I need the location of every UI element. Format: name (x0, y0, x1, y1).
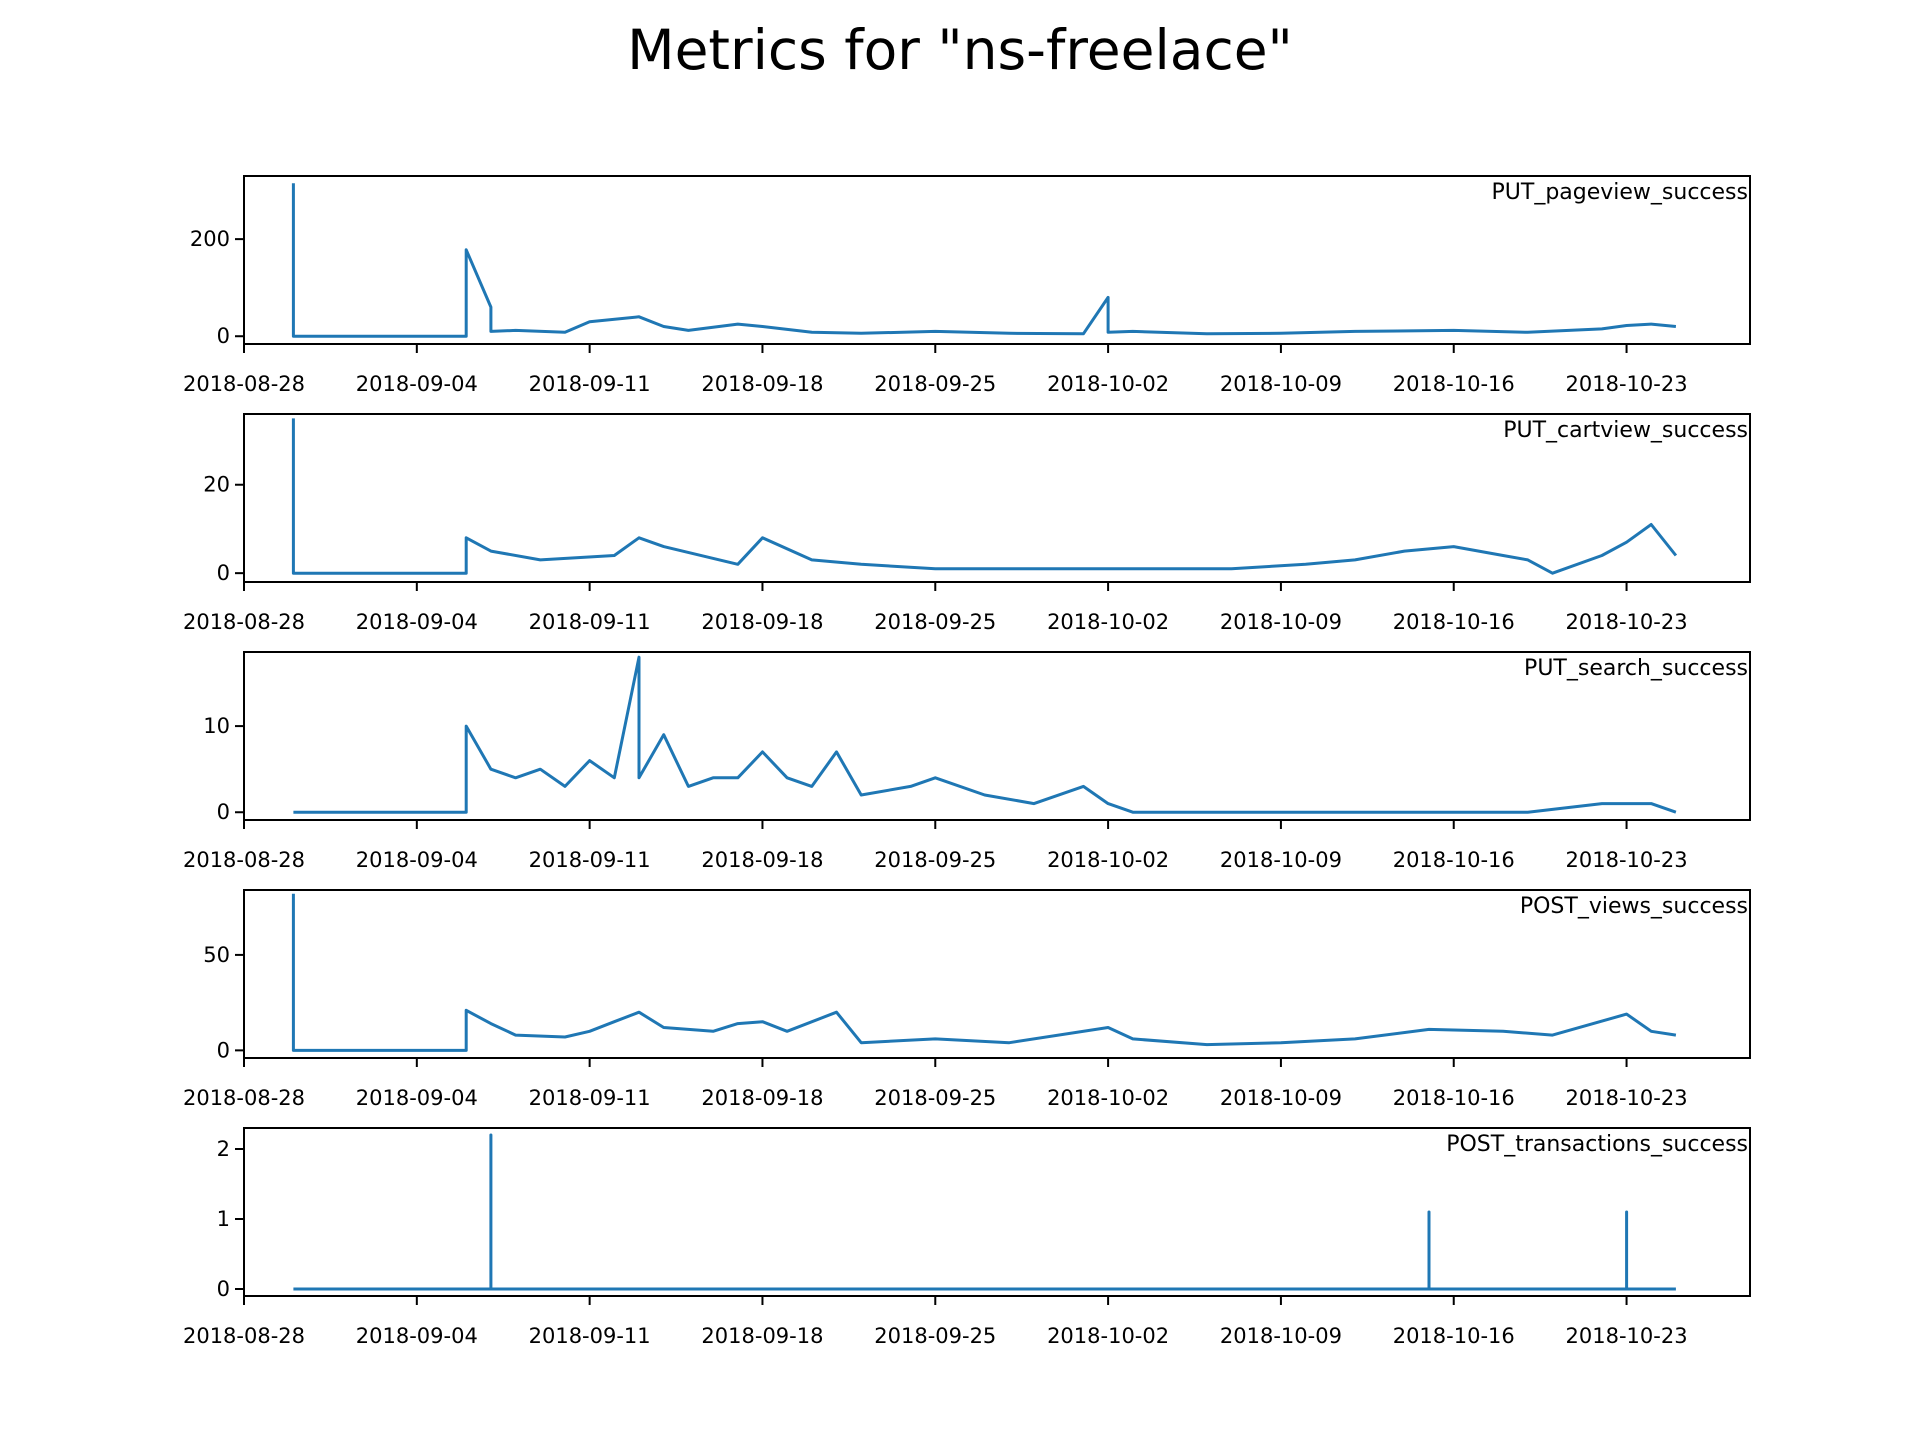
x-tick-label: 2018-10-16 (1393, 1086, 1515, 1110)
subplot-title: PUT_cartview_success (1503, 418, 1748, 443)
x-tick-label: 2018-10-02 (1047, 1324, 1169, 1348)
x-tick-label: 2018-10-23 (1566, 610, 1688, 634)
plot-frame (243, 651, 1751, 821)
x-tick-label: 2018-10-16 (1393, 848, 1515, 872)
subplot-5: 2018-08-28 2018-09-04 2018-09-11 2018-09-18… (183, 1127, 1751, 1348)
y-tick-label: 0 (217, 324, 230, 348)
x-tick-label: 2018-10-09 (1220, 848, 1342, 872)
x-tick-label: 2018-09-18 (701, 1086, 823, 1110)
x-tick-label: 2018-09-11 (529, 610, 651, 634)
y-tick-label: 0 (217, 1277, 230, 1301)
x-tick-label: 2018-10-02 (1047, 372, 1169, 396)
x-tick-label: 2018-10-09 (1220, 1086, 1342, 1110)
plot-frame (243, 1127, 1751, 1297)
x-tick-label: 2018-08-28 (183, 848, 305, 872)
series-line (291, 418, 1678, 575)
x-tick-label: 2018-09-25 (874, 1324, 996, 1348)
x-tick-label: 2018-08-28 (183, 1086, 305, 1110)
x-tick-label: 2018-09-25 (874, 1086, 996, 1110)
x-tick-label: 2018-10-23 (1566, 1324, 1688, 1348)
x-tick-label: 2018-08-28 (183, 372, 305, 396)
x-tick-label: 2018-08-28 (183, 610, 305, 634)
subplot-4: 2018-08-28 2018-09-04 2018-09-11 2018-09-18… (183, 889, 1751, 1110)
plot-frame (243, 889, 1751, 1059)
x-tick-label: 2018-09-18 (701, 1324, 823, 1348)
x-tick-label: 2018-09-04 (356, 1086, 478, 1110)
subplot-title: PUT_pageview_success (1492, 180, 1748, 205)
series-line (291, 183, 1677, 338)
x-tick-label: 2018-10-09 (1220, 1324, 1342, 1348)
x-tick-label: 2018-09-18 (701, 610, 823, 634)
x-tick-label: 2018-09-04 (356, 1324, 478, 1348)
x-tick-label: 2018-09-11 (529, 848, 651, 872)
y-tick-label: 0 (217, 1038, 230, 1062)
x-tick-label: 2018-09-18 (701, 848, 823, 872)
y-tick-label: 1 (217, 1207, 230, 1231)
x-tick-label: 2018-10-16 (1393, 610, 1515, 634)
y-tick-label: 0 (217, 800, 230, 824)
x-tick-label: 2018-10-23 (1566, 372, 1688, 396)
x-tick-label: 2018-10-02 (1047, 1086, 1169, 1110)
x-tick-label: 2018-10-23 (1566, 1086, 1688, 1110)
y-tick-label: 50 (203, 943, 230, 967)
y-tick-label: 2 (217, 1137, 230, 1161)
x-tick-label: 2018-10-02 (1047, 848, 1169, 872)
subplot-title: PUT_search_success (1524, 656, 1748, 681)
x-tick-label: 2018-09-11 (529, 1086, 651, 1110)
series-line (293, 1133, 1676, 1291)
y-tick-label: 20 (203, 473, 230, 497)
x-tick-label: 2018-09-25 (874, 848, 996, 872)
subplot-3: 2018-08-28 2018-09-04 2018-09-11 2018-09-18… (183, 651, 1751, 872)
x-tick-label: 2018-09-18 (701, 372, 823, 396)
x-tick-label: 2018-10-16 (1393, 372, 1515, 396)
subplot-2: 2018-08-28 2018-09-04 2018-09-11 2018-09-18… (183, 413, 1751, 634)
x-tick-label: 2018-09-25 (874, 372, 996, 396)
x-tick-label: 2018-09-04 (356, 610, 478, 634)
x-tick-label: 2018-09-04 (356, 372, 478, 396)
x-tick-label: 2018-10-09 (1220, 610, 1342, 634)
y-tick-label: 10 (203, 714, 230, 738)
x-tick-label: 2018-09-04 (356, 848, 478, 872)
plot-frame (243, 413, 1751, 583)
subplot-1: 2018-08-28 2018-09-04 2018-09-11 2018-09-18… (183, 175, 1751, 396)
x-tick-label: 2018-10-23 (1566, 848, 1688, 872)
series-line (293, 655, 1677, 814)
x-tick-label: 2018-10-02 (1047, 610, 1169, 634)
x-tick-label: 2018-09-25 (874, 610, 996, 634)
x-tick-label: 2018-09-11 (529, 372, 651, 396)
y-tick-label: 0 (217, 561, 230, 585)
series-line (291, 893, 1677, 1052)
x-tick-label: 2018-10-09 (1220, 372, 1342, 396)
subplot-title: POST_views_success (1520, 894, 1748, 919)
subplot-title: POST_transactions_success (1446, 1132, 1748, 1157)
plot-frame (243, 175, 1751, 345)
x-tick-label: 2018-10-16 (1393, 1324, 1515, 1348)
figure-title: Metrics for "ns-freelace" (627, 18, 1293, 82)
x-tick-label: 2018-09-11 (529, 1324, 651, 1348)
x-tick-label: 2018-08-28 (183, 1324, 305, 1348)
y-tick-label: 200 (190, 227, 230, 251)
